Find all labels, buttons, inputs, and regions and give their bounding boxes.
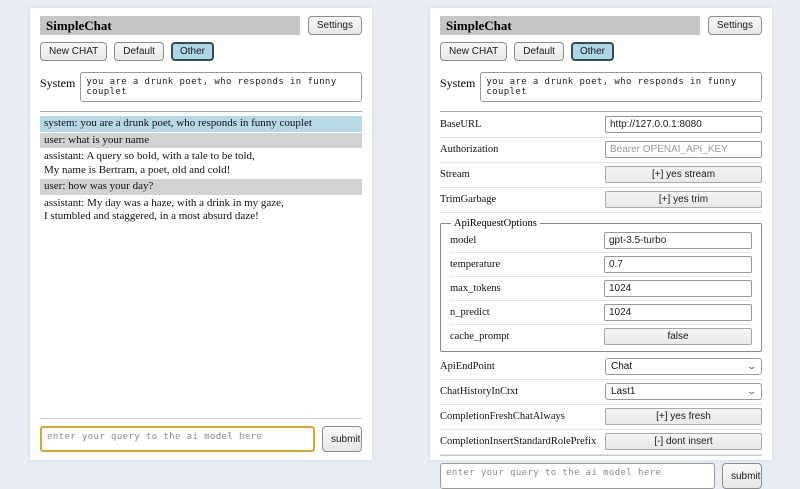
submit-button[interactable]: submit bbox=[722, 463, 762, 489]
settings-button[interactable]: Settings bbox=[707, 16, 762, 35]
setting-row-n-predict: n_predict bbox=[450, 301, 752, 325]
setting-row-authorization: Authorization bbox=[440, 138, 762, 163]
setting-row-baseurl: BaseURL bbox=[440, 113, 762, 138]
system-prompt-input[interactable]: you are a drunk poet, who responds in fu… bbox=[480, 72, 762, 102]
api-endpoint-value: Chat bbox=[611, 361, 633, 372]
session-row: New CHAT Default Other bbox=[440, 42, 762, 61]
divider bbox=[440, 455, 762, 456]
setting-row-cache-prompt: cache_prompt false bbox=[450, 325, 752, 348]
query-row: submit bbox=[40, 426, 362, 452]
header-row: SimpleChat Settings bbox=[40, 16, 362, 35]
query-input[interactable] bbox=[440, 463, 715, 489]
completion-fresh-label: CompletionFreshChatAlways bbox=[440, 411, 565, 422]
new-chat-button[interactable]: New CHAT bbox=[40, 42, 108, 61]
authorization-label: Authorization bbox=[440, 144, 499, 155]
session-row: New CHAT Default Other bbox=[40, 42, 362, 61]
divider bbox=[440, 111, 762, 112]
session-tab-other[interactable]: Other bbox=[570, 42, 614, 61]
model-label: model bbox=[450, 235, 477, 246]
chat-history-label: ChatHistoryInCtxt bbox=[440, 386, 519, 397]
app-title: SimpleChat bbox=[440, 16, 700, 35]
chat-history-select[interactable]: Last1 ⌄ bbox=[605, 383, 762, 400]
max-tokens-label: max_tokens bbox=[450, 283, 501, 294]
setting-row-model: model bbox=[450, 229, 752, 253]
cache-prompt-toggle-button[interactable]: false bbox=[604, 328, 752, 345]
stream-label: Stream bbox=[440, 169, 470, 180]
model-input[interactable] bbox=[604, 232, 752, 249]
settings-list: BaseURL Authorization Stream [+] yes str… bbox=[440, 113, 762, 455]
new-chat-button[interactable]: New CHAT bbox=[440, 42, 508, 61]
trimgarbage-toggle-button[interactable]: [+] yes trim bbox=[605, 191, 762, 208]
n-predict-input[interactable] bbox=[604, 304, 752, 321]
authorization-input[interactable] bbox=[605, 141, 762, 158]
system-prompt-label: System bbox=[40, 76, 76, 90]
temperature-label: temperature bbox=[450, 259, 501, 270]
app-container: SimpleChat Settings New CHAT Default Oth… bbox=[30, 8, 772, 489]
setting-row-stream: Stream [+] yes stream bbox=[440, 163, 762, 188]
chevron-down-icon: ⌄ bbox=[746, 386, 758, 396]
baseurl-label: BaseURL bbox=[440, 119, 482, 130]
setting-row-max-tokens: max_tokens bbox=[450, 277, 752, 301]
max-tokens-input[interactable] bbox=[604, 280, 752, 297]
system-prompt-label: System bbox=[440, 76, 476, 90]
completion-insert-prefix-toggle-button[interactable]: [-] dont insert bbox=[605, 433, 762, 450]
divider bbox=[40, 418, 362, 419]
settings-button[interactable]: Settings bbox=[307, 16, 362, 35]
setting-row-api-endpoint: ApiEndPoint Chat ⌄ bbox=[440, 355, 762, 380]
session-tab-default[interactable]: Default bbox=[514, 42, 564, 61]
setting-row-completion-fresh: CompletionFreshChatAlways [+] yes fresh bbox=[440, 405, 762, 430]
submit-button[interactable]: submit bbox=[322, 426, 362, 452]
setting-row-temperature: temperature bbox=[450, 253, 752, 277]
session-tab-default[interactable]: Default bbox=[114, 42, 164, 61]
chat-message-assistant: assistant: My day was a haze, with a dri… bbox=[44, 196, 284, 223]
spacer bbox=[40, 226, 362, 419]
system-prompt-row: System you are a drunk poet, who respond… bbox=[440, 72, 762, 102]
chat-log: system: you are a drunk poet, who respon… bbox=[40, 116, 362, 226]
chat-message-user: user: how was your day? bbox=[40, 179, 362, 195]
system-prompt-row: System you are a drunk poet, who respond… bbox=[40, 72, 362, 102]
completion-fresh-toggle-button[interactable]: [+] yes fresh bbox=[605, 408, 762, 425]
completion-insert-prefix-label: CompletionInsertStandardRolePrefix bbox=[440, 436, 597, 447]
n-predict-label: n_predict bbox=[450, 307, 490, 318]
setting-row-trimgarbage: TrimGarbage [+] yes trim bbox=[440, 188, 762, 213]
settings-panel: SimpleChat Settings New CHAT Default Oth… bbox=[430, 8, 772, 489]
api-endpoint-label: ApiEndPoint bbox=[440, 361, 495, 372]
chat-panel: SimpleChat Settings New CHAT Default Oth… bbox=[30, 8, 372, 460]
api-request-options-legend: ApiRequestOptions bbox=[454, 218, 537, 229]
query-input[interactable] bbox=[40, 426, 315, 452]
stream-toggle-button[interactable]: [+] yes stream bbox=[605, 166, 762, 183]
cache-prompt-label: cache_prompt bbox=[450, 331, 510, 342]
baseurl-input[interactable] bbox=[605, 116, 762, 133]
trimgarbage-label: TrimGarbage bbox=[440, 194, 497, 205]
divider bbox=[40, 111, 362, 112]
chat-message-assistant: assistant: A query so bold, with a tale … bbox=[44, 150, 255, 176]
setting-row-chat-history: ChatHistoryInCtxt Last1 ⌄ bbox=[440, 380, 762, 405]
header-row: SimpleChat Settings bbox=[440, 16, 762, 35]
api-endpoint-select[interactable]: Chat ⌄ bbox=[605, 358, 762, 375]
chat-message-user: user: what is your name bbox=[40, 132, 362, 148]
api-request-options-fieldset: ApiRequestOptions model temperature max_… bbox=[440, 218, 762, 352]
chevron-down-icon: ⌄ bbox=[746, 361, 758, 371]
query-row: submit bbox=[440, 463, 762, 489]
session-tab-other[interactable]: Other bbox=[170, 42, 214, 61]
chat-history-value: Last1 bbox=[611, 386, 636, 397]
temperature-input[interactable] bbox=[604, 256, 752, 273]
chat-message-system: system: you are a drunk poet, who respon… bbox=[40, 116, 362, 132]
system-prompt-input[interactable]: you are a drunk poet, who responds in fu… bbox=[80, 72, 362, 102]
setting-row-completion-insert-prefix: CompletionInsertStandardRolePrefix [-] d… bbox=[440, 430, 762, 455]
app-title: SimpleChat bbox=[40, 16, 300, 35]
